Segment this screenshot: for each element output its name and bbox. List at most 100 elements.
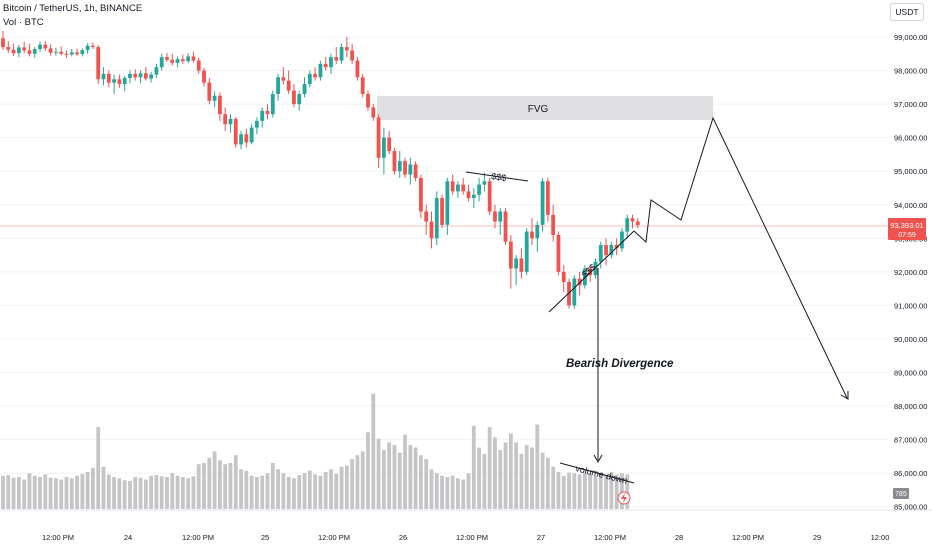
candle [535,221,540,252]
volume-bar [339,466,344,509]
fvg-zone[interactable] [377,96,713,120]
volume-bar [165,477,169,509]
candle [54,47,58,56]
candle [180,54,185,64]
volume-bar [556,471,561,509]
candle [133,69,138,81]
volume-bar [54,478,58,509]
candle [217,92,222,121]
volume-bar [1,475,5,509]
volume-bar [424,459,429,509]
volume-bar [11,477,16,509]
volume-bar [604,475,608,509]
candle [503,208,508,246]
drawings-layer[interactable] [465,116,848,484]
candle [276,73,280,101]
time-axis[interactable]: 12:00 PM 24 12:00 PM 25 12:00 PM 26 12:00 PM 27… [42,533,889,542]
volume-bar [133,477,138,509]
liquidity-bottom-trendline[interactable] [548,230,635,313]
time-tick-label: 12:00 PM [182,533,214,542]
candle [350,43,355,64]
candle [1,30,5,50]
volume-bar [307,470,312,509]
volume-bar [450,475,455,509]
volume-bar [48,477,53,509]
candle [334,47,339,64]
symbol-title[interactable]: Bitcoin / TetherUS, 1h, BINANCE [3,3,143,14]
countdown-label: 07:59 [898,232,916,239]
volume-bar [519,453,524,509]
volume-bar [620,473,624,509]
volume-bar [344,465,349,509]
candle-layer [1,30,640,309]
candle [101,67,106,86]
volume-value-label: 785 [895,491,907,498]
price-tick-label: 89,000.00 [894,369,927,378]
volume-bar [397,452,402,509]
price-tick-label: 98,000.00 [894,67,927,76]
volume-bar [371,393,376,509]
candle [397,151,402,178]
candle [561,265,566,292]
time-tick-label: 25 [261,533,269,542]
candle [249,124,254,145]
projection-path[interactable] [633,116,848,399]
candle [567,278,571,309]
candle [545,177,550,222]
candle [122,75,127,92]
price-tick-label: 97,000.00 [894,100,927,109]
volume-bar [540,452,545,509]
volume-bar [434,473,439,509]
candle [376,114,381,168]
currency-badge[interactable]: USDT [890,3,924,21]
candle [59,46,64,56]
price-tick-label: 99,000.00 [894,33,927,42]
volume-bar [313,474,318,509]
volume-bar [323,471,328,509]
liquidity-top-line[interactable] [465,171,529,182]
candle [381,127,386,175]
volume-bar [80,473,85,509]
candle [292,83,296,108]
candle [519,248,524,279]
volume-bar [482,453,487,509]
candle [588,265,593,282]
price-axis[interactable]: 99,000.00 98,000.00 97,000.00 96,000.00 95,0… [894,33,927,512]
candle [419,174,423,219]
current-price-label: 93,393.01 [890,221,923,230]
candle [344,37,349,58]
candle [355,57,360,81]
volume-bar [180,477,185,509]
candle [524,228,529,276]
volume-bar [381,450,386,509]
volume-bar [276,469,280,509]
volume-bar [535,424,540,509]
volume-bar [440,475,444,509]
volume-bar [403,434,407,509]
candle [583,265,587,289]
time-tick-label: 28 [675,533,683,542]
volume-down-line[interactable] [559,462,635,484]
candle [244,128,249,148]
candle [196,57,201,74]
volume-bar [445,477,450,509]
candle [604,238,608,266]
candle [424,204,429,235]
candle [128,70,132,84]
candle [551,204,556,242]
candle [32,47,37,58]
volume-bar [186,478,191,509]
replay-icon[interactable] [617,491,631,505]
volume-bar [456,478,460,509]
volume-bar [228,462,233,509]
candle [614,238,619,256]
volume-bar [530,447,534,509]
volume-indicator-label[interactable]: Vol · BTC [3,17,44,28]
time-tick-label: 12:00 [871,533,890,542]
volume-bar [429,469,434,509]
time-tick-label: 24 [124,533,132,542]
volume-layer [1,393,630,509]
volume-value-badge: 785 [893,488,909,499]
